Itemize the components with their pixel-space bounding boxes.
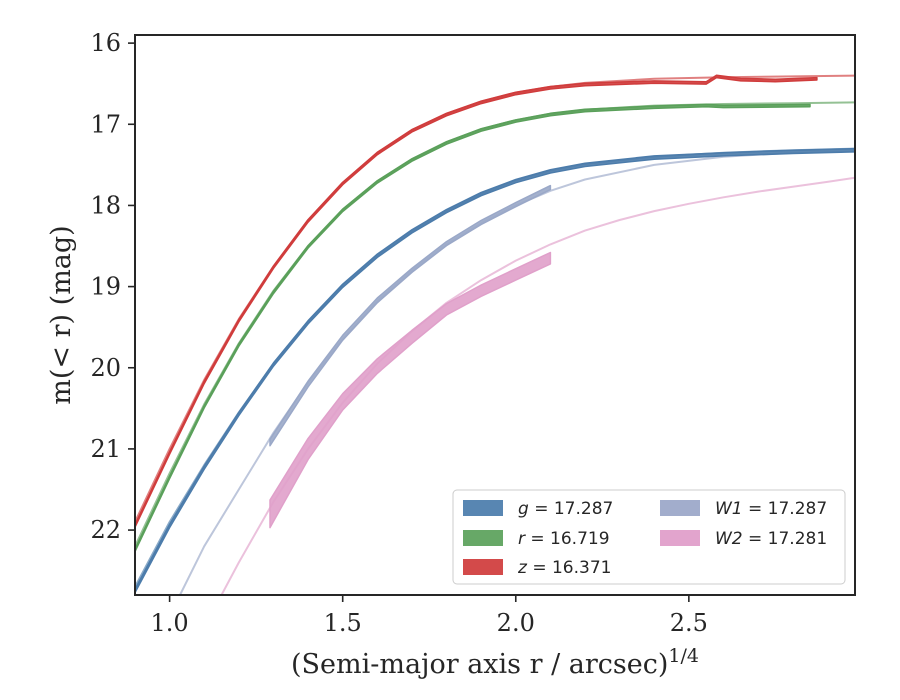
legend-box [452,489,846,585]
data-band-g [135,147,855,594]
data-band-W2 [269,251,552,529]
data-band-z [135,74,818,528]
legend-label-W2: W2 = 17.281 [715,529,827,549]
y-tick-label: 20 [90,354,121,382]
data-band-r [135,103,811,553]
y-axis: 16 17 18 19 20 21 22 [90,29,135,544]
x-tick-label: 1.0 [151,609,189,637]
legend-label-r: r = 16.719 [518,529,610,549]
legend-swatch-z [463,559,503,575]
legend-swatch-W1 [660,500,700,516]
data-band-W1 [269,184,552,447]
plot-frame [134,34,856,596]
legend-label-W1: W1 = 17.287 [715,499,827,519]
x-axis-title: (Semi-major axis r / arcsec)1/4 [291,645,699,680]
x-tick-label: 1.5 [324,609,362,637]
y-tick-label: 22 [90,516,121,544]
x-tick-label: 2.5 [670,609,708,637]
legend-label-g: g = 17.287 [518,499,613,519]
y-tick-label: 17 [90,110,121,138]
x-axis: 1.0 1.5 2.0 2.5 [151,595,708,637]
data-curves [135,74,855,594]
x-axis-title-exponent: 1/4 [668,645,699,667]
legend-swatch-W2 [660,530,700,546]
x-tick-label: 2.0 [497,609,535,637]
legend-label-z: z = 16.371 [517,558,611,578]
legend: g = 17.287 r = 16.719 z = 16.371 W1 = 17.28… [452,489,846,585]
legend-swatch-r [463,530,503,546]
legend-swatch-g [463,500,503,516]
y-tick-label: 21 [90,435,121,463]
y-tick-label: 16 [90,29,121,57]
y-tick-label: 18 [90,191,121,219]
y-tick-label: 19 [90,273,121,301]
y-axis-title: m(< r) (mag) [46,225,77,404]
